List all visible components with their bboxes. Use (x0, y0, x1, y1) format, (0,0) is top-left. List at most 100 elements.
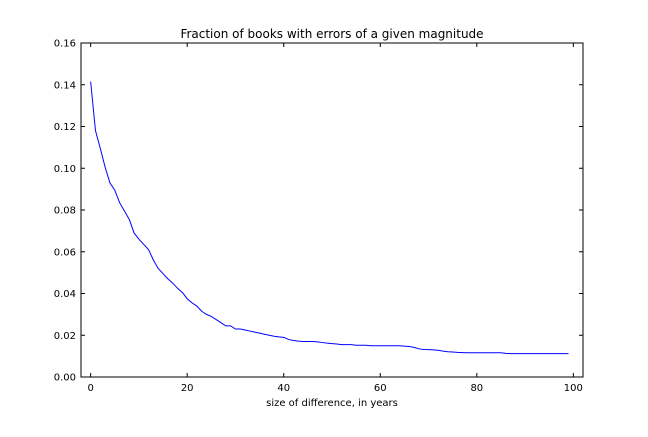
data-point (423, 349, 424, 350)
y-tick-label: 0.10 (54, 164, 76, 175)
data-point (428, 349, 429, 350)
data-point (549, 353, 550, 354)
data-point (447, 351, 448, 352)
data-point (114, 190, 115, 191)
x-tick-label: 100 (564, 383, 583, 394)
data-point (476, 352, 477, 353)
data-point (235, 328, 236, 329)
data-point (187, 298, 188, 299)
data-point (100, 148, 101, 149)
data-point (138, 239, 139, 240)
data-point (524, 353, 525, 354)
series-line (90, 81, 569, 355)
x-tick-label: 80 (470, 383, 483, 394)
data-point (148, 249, 149, 250)
y-tick-label: 0.08 (54, 206, 76, 217)
data-point (134, 232, 135, 233)
data-point (317, 341, 318, 342)
data-point (254, 332, 255, 333)
data-point (109, 182, 110, 183)
data-point (389, 345, 390, 346)
data-point (264, 334, 265, 335)
data-point (399, 345, 400, 346)
data-point (327, 343, 328, 344)
y-tick-label: 0.02 (54, 331, 76, 342)
plot-area-frame (80, 42, 584, 378)
data-point (220, 322, 221, 323)
data-point (452, 351, 453, 352)
data-point (293, 340, 294, 341)
y-tick-label: 0.06 (54, 247, 76, 258)
data-point (105, 167, 106, 168)
data-point (534, 353, 535, 354)
data-point (433, 349, 434, 350)
data-point (471, 352, 472, 353)
data-point (211, 316, 212, 317)
data-point (129, 219, 130, 220)
data-point (418, 348, 419, 349)
data-point (336, 343, 337, 344)
data-point (143, 244, 144, 245)
data-point (341, 344, 342, 345)
data-point (409, 346, 410, 347)
data-point (486, 352, 487, 353)
data-point (544, 353, 545, 354)
data-point (288, 339, 289, 340)
data-point (206, 314, 207, 315)
data-point (438, 350, 439, 351)
data-point (269, 335, 270, 336)
data-point (553, 353, 554, 354)
data-point (331, 343, 332, 344)
data-point (95, 130, 96, 131)
data-point (119, 202, 120, 203)
data-point (90, 81, 91, 82)
data-point (496, 352, 497, 353)
data-point (167, 278, 168, 279)
data-point (404, 346, 405, 347)
x-tick-label: 0 (87, 383, 93, 394)
data-point (283, 337, 284, 338)
data-point (413, 347, 414, 348)
y-tick-label: 0.14 (54, 80, 76, 91)
data-point (240, 328, 241, 329)
data-point (351, 344, 352, 345)
data-point (259, 333, 260, 334)
data-point (467, 352, 468, 353)
data-point (322, 342, 323, 343)
data-point (568, 353, 569, 354)
data-point (245, 329, 246, 330)
data-point (481, 352, 482, 353)
data-point (216, 319, 217, 320)
data-point (505, 353, 506, 354)
data-point (385, 345, 386, 346)
data-point (312, 341, 313, 342)
data-point (225, 325, 226, 326)
x-tick-label: 20 (181, 383, 194, 394)
y-tick-label: 0.00 (54, 373, 76, 384)
data-point (196, 305, 197, 306)
data-point (515, 353, 516, 354)
data-point (563, 353, 564, 354)
data-point (158, 268, 159, 269)
data-point (249, 330, 250, 331)
data-point (442, 351, 443, 352)
data-point (500, 352, 501, 353)
data-point (375, 345, 376, 346)
data-point (558, 353, 559, 354)
data-point (529, 353, 530, 354)
data-point (394, 345, 395, 346)
data-point (356, 345, 357, 346)
data-point (182, 292, 183, 293)
data-point (278, 336, 279, 337)
data-point (491, 352, 492, 353)
y-tick-label: 0.04 (54, 289, 76, 300)
x-tick-label: 40 (277, 383, 290, 394)
data-point (124, 210, 125, 211)
data-point (520, 353, 521, 354)
data-point (365, 345, 366, 346)
data-point (172, 282, 173, 283)
data-point (510, 353, 511, 354)
data-point (153, 260, 154, 261)
